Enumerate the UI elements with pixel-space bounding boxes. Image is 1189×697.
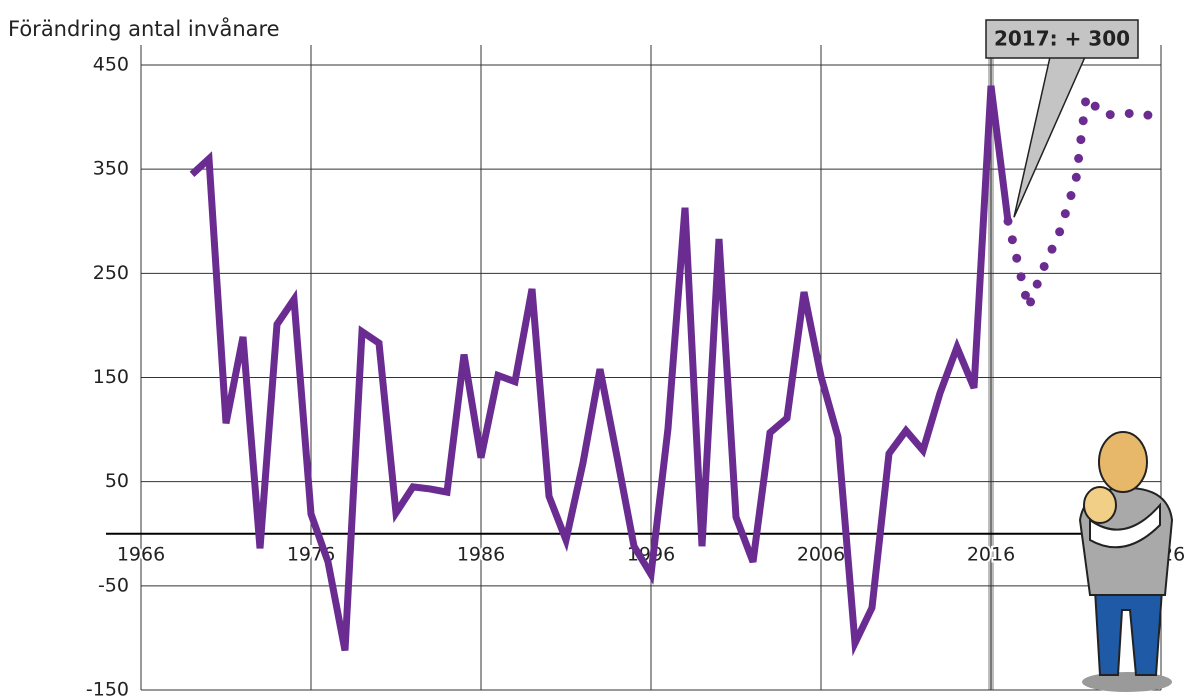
legs xyxy=(1093,589,1164,676)
shadow xyxy=(1082,672,1172,692)
y-tick-label: 250 xyxy=(93,262,129,284)
x-tick-label: 2006 xyxy=(797,543,845,565)
x-tick-label: 1986 xyxy=(457,543,505,565)
forecast-line xyxy=(1003,85,1161,324)
y-tick-label: -50 xyxy=(98,574,129,596)
callout-text: 2017: + 300 xyxy=(994,27,1130,51)
y-tick-label: 350 xyxy=(93,158,129,180)
baby xyxy=(1083,486,1117,524)
illustration xyxy=(1078,431,1174,692)
x-tick-label: 2016 xyxy=(967,543,1015,565)
y-tick-label: 50 xyxy=(105,470,129,492)
head xyxy=(1098,431,1148,493)
y-tick-label: 150 xyxy=(93,366,129,388)
chart-title: Förändring antal invånare xyxy=(8,16,280,41)
x-tick-label: 1966 xyxy=(117,543,165,565)
blanket xyxy=(1089,502,1161,549)
annotation: 2017: + 300 xyxy=(985,19,1139,218)
y-tick-label: 450 xyxy=(93,54,129,76)
series-line xyxy=(189,85,1012,657)
callout-box xyxy=(985,19,1139,59)
y-tick-label: -150 xyxy=(86,679,129,697)
